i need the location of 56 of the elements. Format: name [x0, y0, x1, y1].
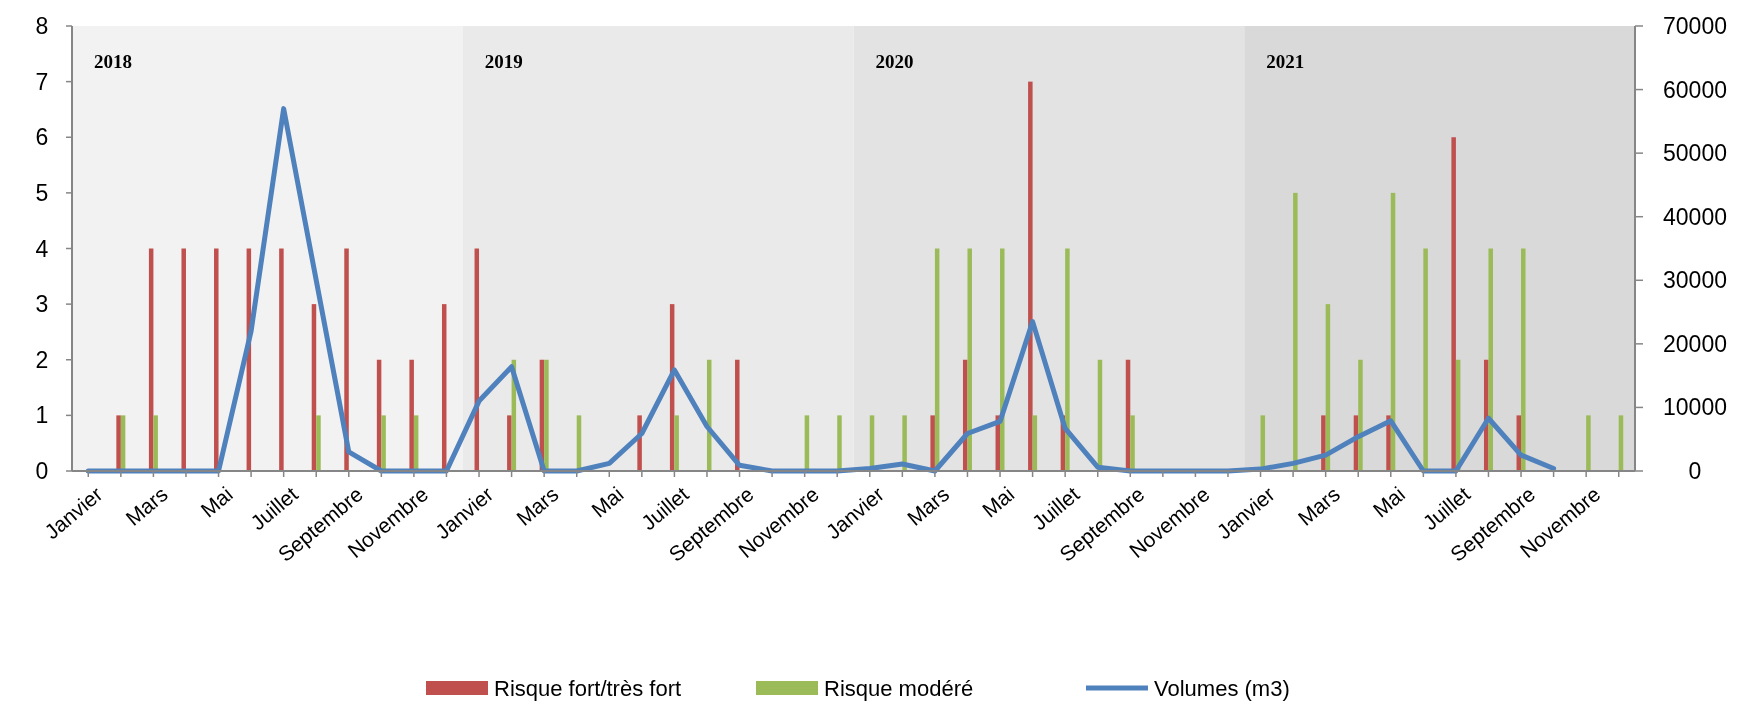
y2-tick-label: 0 — [1688, 458, 1702, 484]
x-tick-label: Mai — [1368, 482, 1410, 522]
legend-label: Volumes (m3) — [1154, 675, 1290, 701]
y-tick-label: 3 — [35, 291, 49, 318]
x-tick-label: Mai — [196, 482, 237, 522]
y2-tick-label: 50000 — [1663, 140, 1727, 167]
y-tick-label: 2 — [35, 346, 49, 373]
bar — [1488, 248, 1493, 471]
x-tick-label: Mai — [586, 482, 628, 522]
bar — [674, 415, 679, 471]
annotation: 2019 — [484, 51, 523, 72]
y2-tick-label: 70000 — [1663, 13, 1727, 39]
y-tick-label: 7 — [35, 68, 49, 95]
bar — [1028, 81, 1033, 471]
bar — [1130, 415, 1135, 471]
bar — [1321, 415, 1326, 471]
bar — [1000, 248, 1005, 471]
bar — [1521, 248, 1526, 471]
bar — [116, 415, 121, 471]
legend-label: Risque fort/très fort — [494, 675, 682, 701]
y2-tick-label: 10000 — [1663, 394, 1727, 421]
y2-tick-label: 20000 — [1663, 330, 1727, 357]
y-tick-label: 8 — [35, 13, 49, 39]
x-tick-label: Mai — [977, 482, 1019, 522]
legend-label: Risque modéré — [824, 675, 974, 701]
bar — [214, 248, 219, 471]
bar — [507, 415, 512, 471]
bar — [153, 415, 158, 471]
y-tick-label: 5 — [35, 179, 49, 206]
bar — [381, 415, 386, 471]
annotation: 2021 — [1266, 51, 1305, 72]
bar — [1065, 248, 1070, 471]
bar — [735, 359, 740, 471]
bar — [837, 415, 842, 471]
bar — [902, 415, 907, 471]
bar — [316, 415, 321, 471]
bar — [1451, 137, 1456, 471]
y2-tick-label: 60000 — [1663, 76, 1727, 103]
bar — [930, 415, 935, 471]
bar — [1293, 192, 1298, 471]
y-tick-label: 1 — [35, 402, 49, 429]
y-tick-label: 6 — [35, 124, 49, 151]
bar — [409, 359, 414, 471]
bar — [1586, 415, 1591, 471]
bar — [967, 248, 972, 471]
y2-tick-label: 40000 — [1663, 203, 1727, 230]
y-tick-label: 0 — [35, 458, 49, 484]
bar — [544, 359, 549, 471]
bar — [181, 248, 186, 471]
bar — [1358, 359, 1363, 471]
y-tick-label: 4 — [35, 235, 49, 262]
annotation: 2020 — [875, 51, 914, 72]
y2-tick-label: 30000 — [1663, 267, 1727, 294]
bar — [1423, 248, 1428, 471]
annotation: 2018 — [94, 51, 132, 72]
bar — [279, 248, 284, 471]
